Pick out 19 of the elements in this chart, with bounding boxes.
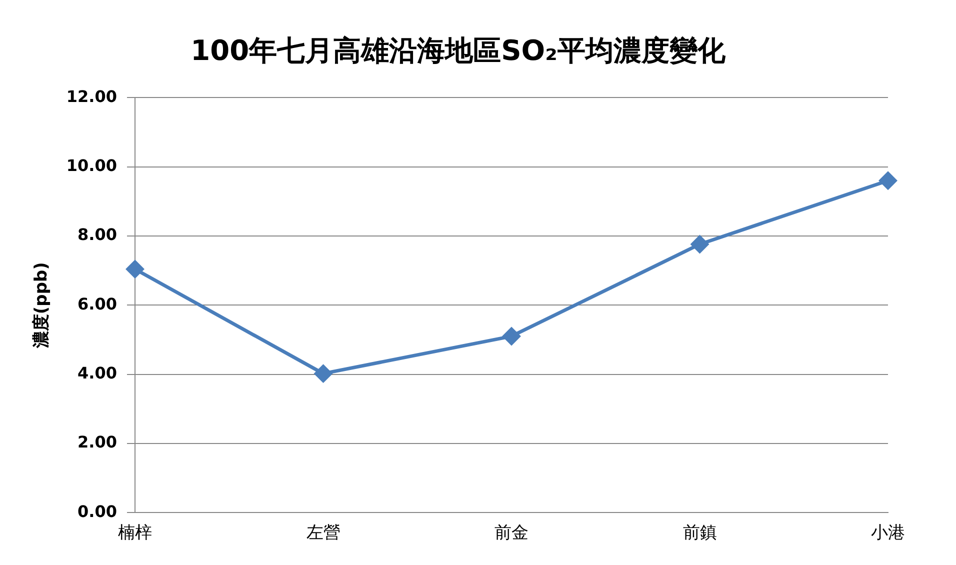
y-axis-title: 濃度(ppb) <box>32 262 52 350</box>
y-tick-label: 4.00 <box>78 363 118 382</box>
y-tick-label: 8.00 <box>78 225 118 244</box>
point <box>314 364 332 382</box>
chart-title: 100年七月高雄沿海地區SO₂平均濃度變化 <box>190 34 726 68</box>
point <box>126 260 144 278</box>
y-tick-label: 6.00 <box>78 294 118 314</box>
point <box>502 327 520 345</box>
x-tick-label: 楠梓 <box>118 523 152 544</box>
y-tick-label: 0.00 <box>78 502 118 521</box>
y-tick-label: 2.00 <box>78 432 118 452</box>
x-tick-label: 前金 <box>494 523 529 544</box>
x-tick-label: 小港 <box>871 523 905 544</box>
x-tick-label: 左營 <box>306 523 340 544</box>
x-tick-label: 前鎮 <box>682 523 717 544</box>
y-tick-label: 12.00 <box>66 86 118 106</box>
point <box>691 235 709 253</box>
point <box>879 172 897 190</box>
y-tick-label: 10.00 <box>66 156 118 175</box>
